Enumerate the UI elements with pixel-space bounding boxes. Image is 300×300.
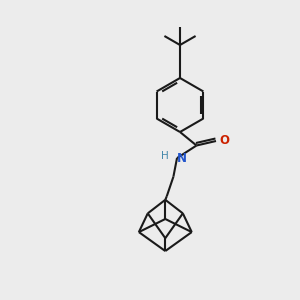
Text: N: N (176, 152, 186, 165)
Text: O: O (220, 134, 230, 148)
Text: H: H (161, 151, 169, 161)
